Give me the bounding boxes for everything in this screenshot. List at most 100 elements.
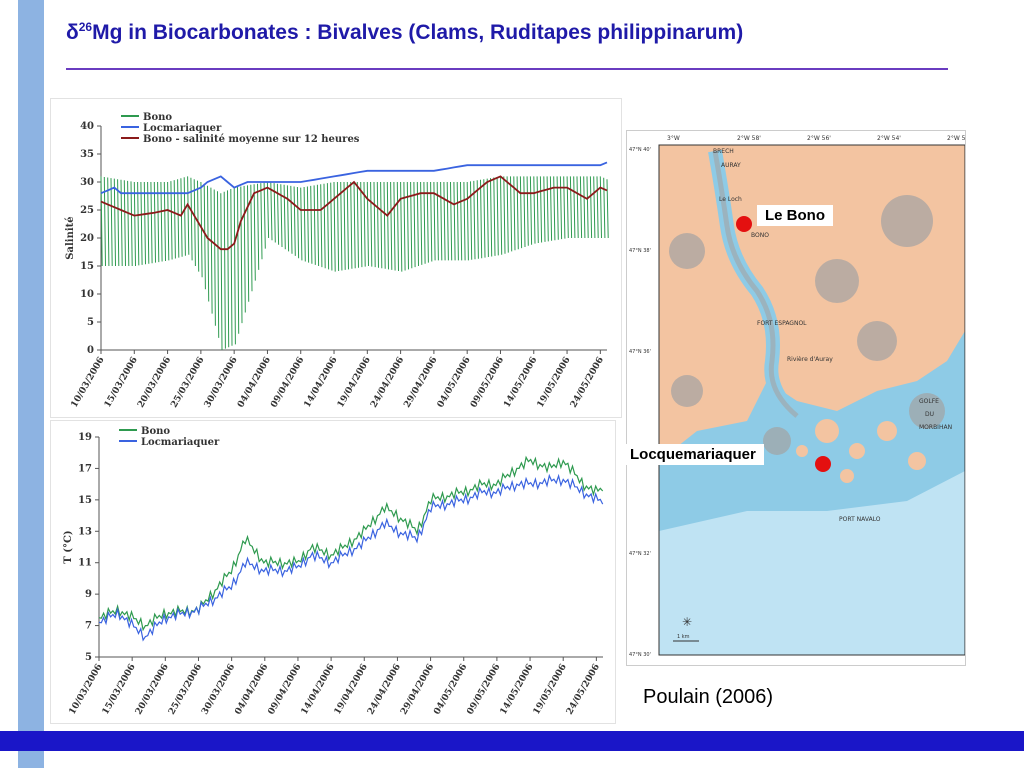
label-le-bono: Le Bono (757, 205, 833, 226)
x-tick-label: 19/04/2006 (336, 356, 373, 410)
temperature-chart: 5 7 9 11 13 15 17 19 10/03/200615/03/200620/03/2… (63, 426, 604, 717)
title-underline (66, 68, 948, 70)
x-tick-label: 09/04/2006 (267, 663, 304, 717)
y-tick-label: 5 (85, 652, 92, 663)
map-place-label: BONO (751, 232, 769, 239)
y-axis-label: Salinité (65, 216, 76, 259)
legend-label-bono: Bono (143, 112, 172, 123)
x-tick-label: 29/04/2006 (399, 663, 436, 717)
map-place-label: MORBIHAN (919, 424, 952, 431)
x-tick-label: 14/05/2006 (502, 356, 539, 410)
x-tick-label: 04/05/2006 (436, 356, 473, 410)
x-tick-label: 09/05/2006 (469, 356, 506, 410)
map-top-tick-label: 2°W 56' (807, 135, 831, 142)
map-place-label: Le Loch (719, 196, 742, 203)
x-tick-label: 15/03/2006 (103, 356, 140, 410)
open-sea (659, 471, 965, 655)
y-tick-label: 5 (87, 317, 94, 328)
y-tick-label: 13 (78, 526, 92, 537)
river-mudflat (712, 150, 799, 418)
series-locmariaquer (98, 473, 604, 642)
x-tick-label: 09/05/2006 (465, 663, 502, 717)
x-tick-label: 14/04/2006 (300, 663, 337, 717)
x-tick-label: 30/03/2006 (200, 663, 237, 717)
x-tick-label: 24/04/2006 (369, 356, 406, 410)
map-place-label: BRECH (713, 148, 734, 155)
slide-title: δ26Mg in Biocarbonates : Bivalves (Clams… (66, 20, 743, 45)
mudflat-patch (763, 427, 791, 455)
temperature-chart-panel: 5 7 9 11 13 15 17 19 10/03/2006 15/03/2006 20/03/2… (50, 420, 616, 724)
mudflat-patch (909, 393, 945, 429)
x-tick-label: 20/03/2006 (136, 356, 173, 410)
x-tick-label: 19/05/2006 (536, 356, 573, 410)
legend-label-bono: Bono (141, 426, 170, 437)
y-tick-label: 11 (78, 558, 92, 569)
x-tick-label: 04/05/2006 (432, 663, 469, 717)
map-top-tick-label: 2°W 52' (947, 135, 965, 142)
x-tick-label: 24/05/2006 (565, 663, 602, 717)
legend-label-locmariaquer: Locmariaquer (143, 123, 222, 134)
legend-label-bono-salinit-moyenne-sur-12-heures: Bono - salinité moyenne sur 12 heures (143, 134, 360, 145)
map-place-label: AURAY (721, 162, 741, 169)
x-tick-label: 25/03/2006 (169, 356, 206, 410)
compass-icon: ✳ (682, 615, 692, 629)
island (877, 421, 897, 441)
map-left-tick-label: 47°N 30' (629, 652, 651, 658)
y-tick-label: 35 (80, 149, 94, 160)
map-top-tick-label: 3°W (667, 135, 680, 142)
y-tick-label: 10 (80, 289, 94, 300)
map-place-label: Rivière d'Auray (787, 356, 833, 363)
salinity-chart: 0 5 10 15 20 25 30 35 40 10/03/200615/03/200620/0… (65, 112, 609, 410)
x-tick-label: 04/04/2006 (236, 356, 273, 410)
left-accent-bar (18, 0, 44, 768)
map-place-label: DU (925, 411, 934, 418)
x-tick-label: 04/04/2006 (233, 663, 270, 717)
island (840, 469, 854, 483)
y-tick-label: 20 (80, 233, 94, 244)
y-tick-label: 15 (80, 261, 94, 272)
y-tick-label: 0 (87, 345, 94, 356)
y-tick-label: 9 (85, 589, 92, 600)
y-tick-label: 17 (78, 463, 92, 474)
mudflat-patch (881, 195, 933, 247)
series-bono (98, 455, 604, 632)
island (815, 419, 839, 443)
y-tick-label: 7 (85, 621, 92, 632)
y-tick-label: 15 (78, 495, 92, 506)
y-axis-label: T (°C) (63, 530, 74, 563)
x-tick-label: 14/04/2006 (303, 356, 340, 410)
map-place-label: FORT ESPAGNOL (757, 320, 807, 327)
x-tick-label: 19/05/2006 (532, 663, 569, 717)
mudflat-patch (815, 259, 859, 303)
mudflat-patch (671, 375, 703, 407)
x-tick-label: 30/03/2006 (203, 356, 240, 410)
island (796, 445, 808, 457)
site-marker-locquemariaquer (815, 456, 831, 472)
title-delta: δ (66, 21, 79, 44)
mudflat-patch (669, 233, 705, 269)
map-place-label: PORT NAVALO (839, 516, 881, 523)
y-tick-label: 30 (80, 177, 94, 188)
map-left-tick-label: 47°N 38' (629, 248, 651, 254)
title-superscript: 26 (78, 20, 93, 34)
map-place-label: GOLFE (919, 398, 939, 405)
y-tick-label: 40 (80, 121, 94, 132)
x-tick-label: 14/05/2006 (499, 663, 536, 717)
x-tick-label: 29/04/2006 (402, 356, 439, 410)
x-tick-label: 15/03/2006 (101, 663, 138, 717)
map-left-tick-label: 47°N 32' (629, 551, 651, 557)
title-rest: Mg in Biocarbonates : Bivalves (Clams, R… (92, 21, 744, 44)
x-tick-label: 20/03/2006 (134, 663, 171, 717)
bottom-accent-bar (0, 731, 1024, 751)
x-tick-label: 19/04/2006 (333, 663, 370, 717)
series-bono (100, 176, 609, 351)
map-left-tick-label: 47°N 36' (629, 349, 651, 355)
map-top-tick-label: 2°W 54' (877, 135, 901, 142)
x-tick-label: 10/03/2006 (70, 356, 107, 410)
island (908, 452, 926, 470)
scale-label: 1 km (677, 634, 690, 640)
map-left-tick-label: 47°N 40' (629, 147, 651, 153)
y-tick-label: 19 (78, 432, 92, 443)
salinity-chart-panel: 0 5 10 15 20 25 30 35 40 10/03/2006 15/03/2006 20/0… (50, 98, 622, 418)
x-tick-label: 09/04/2006 (269, 356, 306, 410)
